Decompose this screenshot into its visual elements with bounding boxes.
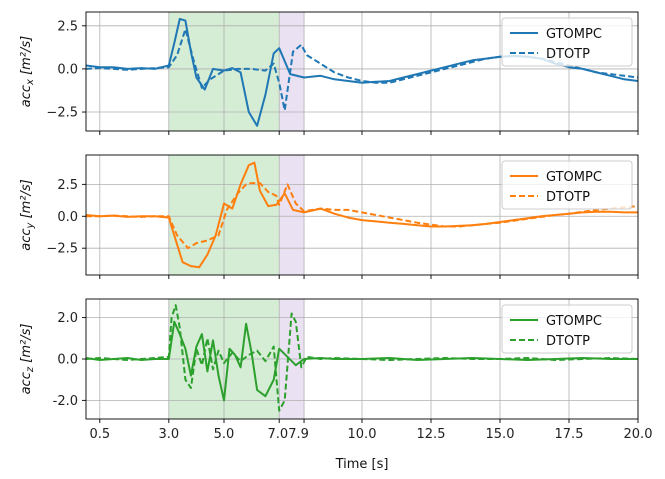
- y-tick-label: 2.5: [57, 19, 78, 34]
- y-axis-label: accz [m²/s]: [19, 324, 36, 395]
- y-tick-label: 0.0: [57, 210, 78, 225]
- x-tick-label: 0.5: [89, 427, 110, 442]
- shaded-region-2: [279, 12, 305, 131]
- y-tick-label: 2.0: [57, 311, 78, 326]
- y-axis-label-subscript: x: [25, 79, 36, 86]
- legend: GTOMPC DTOTP: [501, 17, 633, 67]
- y-axis-label: accx [m²/s]: [19, 36, 36, 108]
- y-tick-label: -2.0: [53, 394, 78, 409]
- legend: GTOMPC DTOTP: [501, 304, 633, 354]
- series-line-gtompc: [86, 320, 638, 402]
- y-axis-label-main: acc: [19, 85, 34, 107]
- y-tick-label: 0.0: [57, 353, 78, 368]
- y-tick-label: −2.5: [46, 106, 78, 121]
- x-tick-label: 20.0: [624, 427, 653, 442]
- x-tick-label: 15.0: [486, 427, 515, 442]
- series-line-dtotp: [86, 304, 638, 412]
- y-axis-label-main: acc: [19, 228, 34, 250]
- x-tick-label: 3.0: [158, 427, 179, 442]
- chart-panel-3: 0.5 3.0 5.0 7.07.9 10.0 12.5 15.0 17.5 20.0 2.0 0.…: [19, 298, 653, 442]
- series-line-dtotp: [86, 182, 638, 250]
- x-tick-label: 7.07.9: [268, 427, 309, 442]
- legend: GTOMPC DTOTP: [501, 160, 633, 210]
- series-group: [86, 304, 638, 412]
- y-axis-label-subscript: z: [25, 366, 36, 373]
- legend-box: [501, 160, 633, 210]
- legend-label-dtotp: DTOTP: [546, 334, 590, 349]
- y-axis-label-unit: [m²/s]: [19, 179, 34, 222]
- legend-box: [501, 304, 633, 354]
- y-tick-label: −2.5: [46, 242, 78, 257]
- y-axis-label-unit: [m²/s]: [19, 324, 34, 367]
- legend-label-gtompc: GTOMPC: [546, 27, 602, 42]
- legend-label-gtompc: GTOMPC: [546, 314, 602, 329]
- y-tick-label: 2.5: [57, 178, 78, 193]
- y-axis-label-unit: [m²/s]: [19, 36, 34, 79]
- y-tick-label: 0.0: [57, 62, 78, 77]
- y-axis-label: accy [m²/s]: [19, 179, 36, 251]
- legend-label-dtotp: DTOTP: [546, 47, 590, 62]
- chart-panel-1: 2.5 0.0 −2.5 accx [m²/s] GTOMPC DTOTP: [19, 11, 639, 135]
- shaded-region-2: [279, 155, 305, 275]
- x-tick-label: 10.0: [348, 427, 377, 442]
- series-group: [86, 161, 638, 269]
- y-axis-label-subscript: y: [25, 221, 36, 229]
- chart-panel-2: 2.5 0.0 −2.5 accy [m²/s] GTOMPC DTOTP: [19, 154, 639, 279]
- legend-box: [501, 17, 633, 67]
- legend-label-gtompc: GTOMPC: [546, 170, 602, 185]
- x-tick-label: 12.5: [417, 427, 446, 442]
- x-tick-label: 5.0: [214, 427, 235, 442]
- y-axis-label-main: acc: [19, 372, 34, 394]
- x-tick-label: 17.5: [555, 427, 584, 442]
- legend-label-dtotp: DTOTP: [546, 190, 590, 205]
- x-axis-label: Time [s]: [335, 457, 389, 472]
